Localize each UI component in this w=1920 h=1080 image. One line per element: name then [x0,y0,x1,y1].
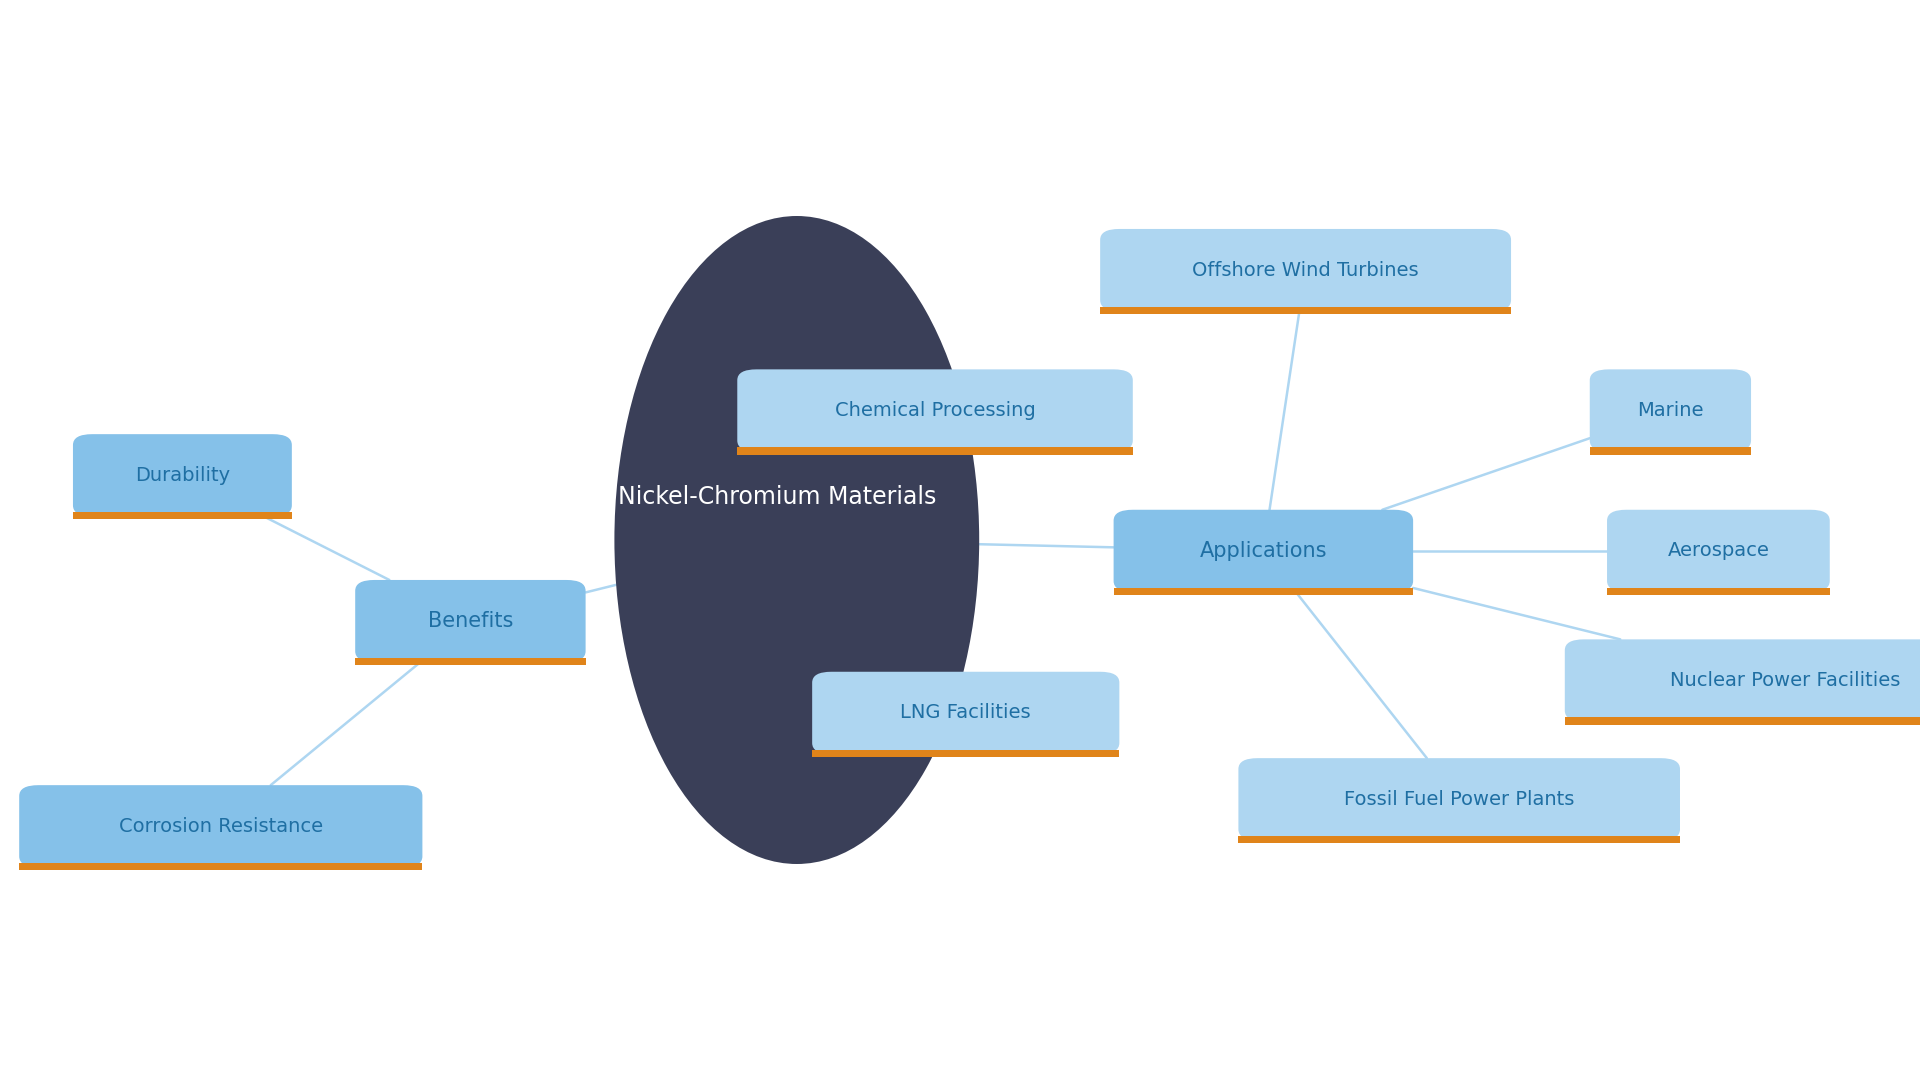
FancyBboxPatch shape [355,580,586,662]
FancyBboxPatch shape [1565,639,1920,721]
Text: Chemical Processing: Chemical Processing [835,401,1035,420]
Text: Aerospace: Aerospace [1667,541,1770,561]
Text: Marine: Marine [1638,401,1703,420]
Bar [1238,836,1680,843]
FancyBboxPatch shape [1114,510,1413,592]
Text: Offshore Wind Turbines: Offshore Wind Turbines [1192,260,1419,280]
FancyBboxPatch shape [1607,510,1830,592]
Bar [1565,717,1920,725]
Bar [1100,307,1511,314]
FancyBboxPatch shape [812,672,1119,754]
Bar [355,658,586,665]
Text: Corrosion Resistance: Corrosion Resistance [119,816,323,836]
Text: Applications: Applications [1200,541,1327,561]
Ellipse shape [614,216,979,864]
FancyBboxPatch shape [1590,369,1751,451]
Text: LNG Facilities: LNG Facilities [900,703,1031,723]
Bar [812,750,1119,757]
Bar [73,512,292,519]
FancyBboxPatch shape [1238,758,1680,840]
Text: Durability: Durability [134,465,230,485]
FancyBboxPatch shape [19,785,422,867]
Bar [1607,588,1830,595]
Bar [1590,447,1751,455]
Bar [737,447,1133,455]
Text: Fossil Fuel Power Plants: Fossil Fuel Power Plants [1344,789,1574,809]
Bar [19,863,422,870]
FancyBboxPatch shape [737,369,1133,451]
Text: Benefits: Benefits [428,611,513,631]
Text: Nuclear Power Facilities: Nuclear Power Facilities [1670,671,1901,690]
Text: Nickel-Chromium Materials: Nickel-Chromium Materials [618,485,937,509]
FancyBboxPatch shape [73,434,292,516]
Bar [1114,588,1413,595]
FancyBboxPatch shape [1100,229,1511,311]
